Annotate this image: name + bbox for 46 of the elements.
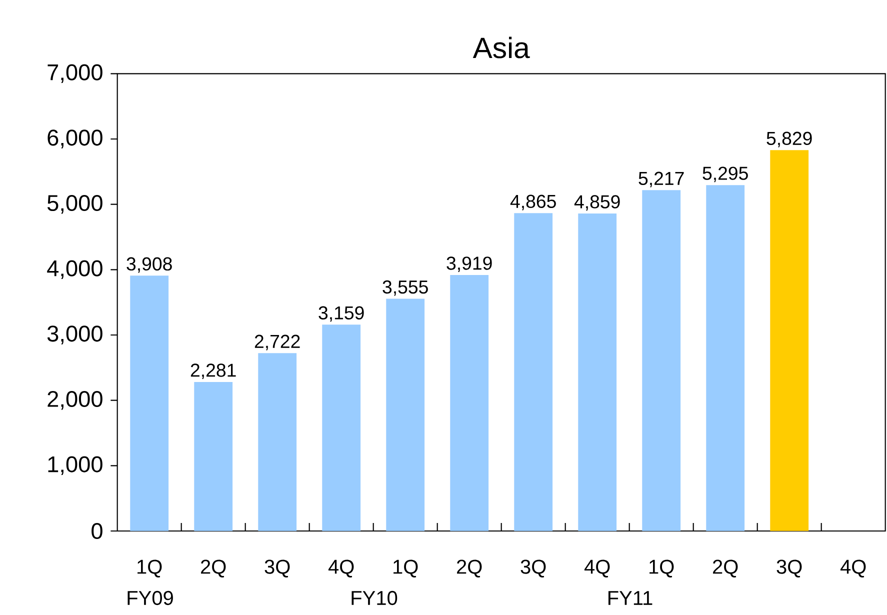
y-tick-label: 4,000 <box>47 260 102 280</box>
text: FY11 <box>608 591 652 605</box>
chart-title: Asia <box>472 36 530 58</box>
y-tick-label: 7,000 <box>48 64 102 84</box>
data-label: 2,281 <box>190 364 236 380</box>
x-tick-label: 4Q <box>840 560 866 578</box>
data-label: 5,217 <box>638 172 684 188</box>
y-tick-label: 2,000 <box>48 390 102 410</box>
data-label: 3,159 <box>318 306 364 322</box>
y-tick-label: 6,000 <box>48 130 102 148</box>
bar <box>706 185 745 531</box>
bar <box>770 150 809 531</box>
x-tick-label: 3Q <box>264 560 290 578</box>
data-label: 3,919 <box>446 256 492 272</box>
y-tick-label: 0 <box>92 522 102 540</box>
text: FY09 <box>128 590 173 606</box>
x-tick-label: 3Q <box>776 560 802 578</box>
bar <box>514 213 553 531</box>
data-label: 4,859 <box>574 195 620 211</box>
data-label: 3,555 <box>382 280 428 296</box>
bar <box>642 190 681 531</box>
x-tick-label: 1Q <box>394 560 418 578</box>
x-tick-label: 2Q <box>201 560 226 578</box>
x-tick-label: 2Q <box>457 560 482 578</box>
x-tick-label: 4Q <box>584 560 610 578</box>
bar <box>322 324 361 531</box>
bar <box>450 274 489 531</box>
bar <box>578 214 617 531</box>
y-tick-label: 1,000 <box>48 456 102 476</box>
data-label: 5,829 <box>766 132 812 148</box>
data-label: 4,865 <box>510 194 556 210</box>
x-tick-label: 1Q <box>138 560 162 578</box>
data-label: 2,722 <box>254 334 300 350</box>
x-tick-label: 1Q <box>650 560 674 578</box>
data-label: 5,295 <box>702 166 748 182</box>
y-tick-label: 3,000 <box>47 326 102 344</box>
bar <box>386 298 425 531</box>
bar <box>130 276 169 531</box>
text: FY10 <box>352 590 398 606</box>
bar <box>194 382 233 531</box>
bar <box>258 353 297 531</box>
x-tick-label: 4Q <box>328 560 354 578</box>
x-tick-label: 3Q <box>520 560 546 578</box>
x-tick-label: 2Q <box>713 560 738 578</box>
y-tick-label: 5,000 <box>47 194 102 214</box>
data-label: 3,908 <box>126 257 172 273</box>
